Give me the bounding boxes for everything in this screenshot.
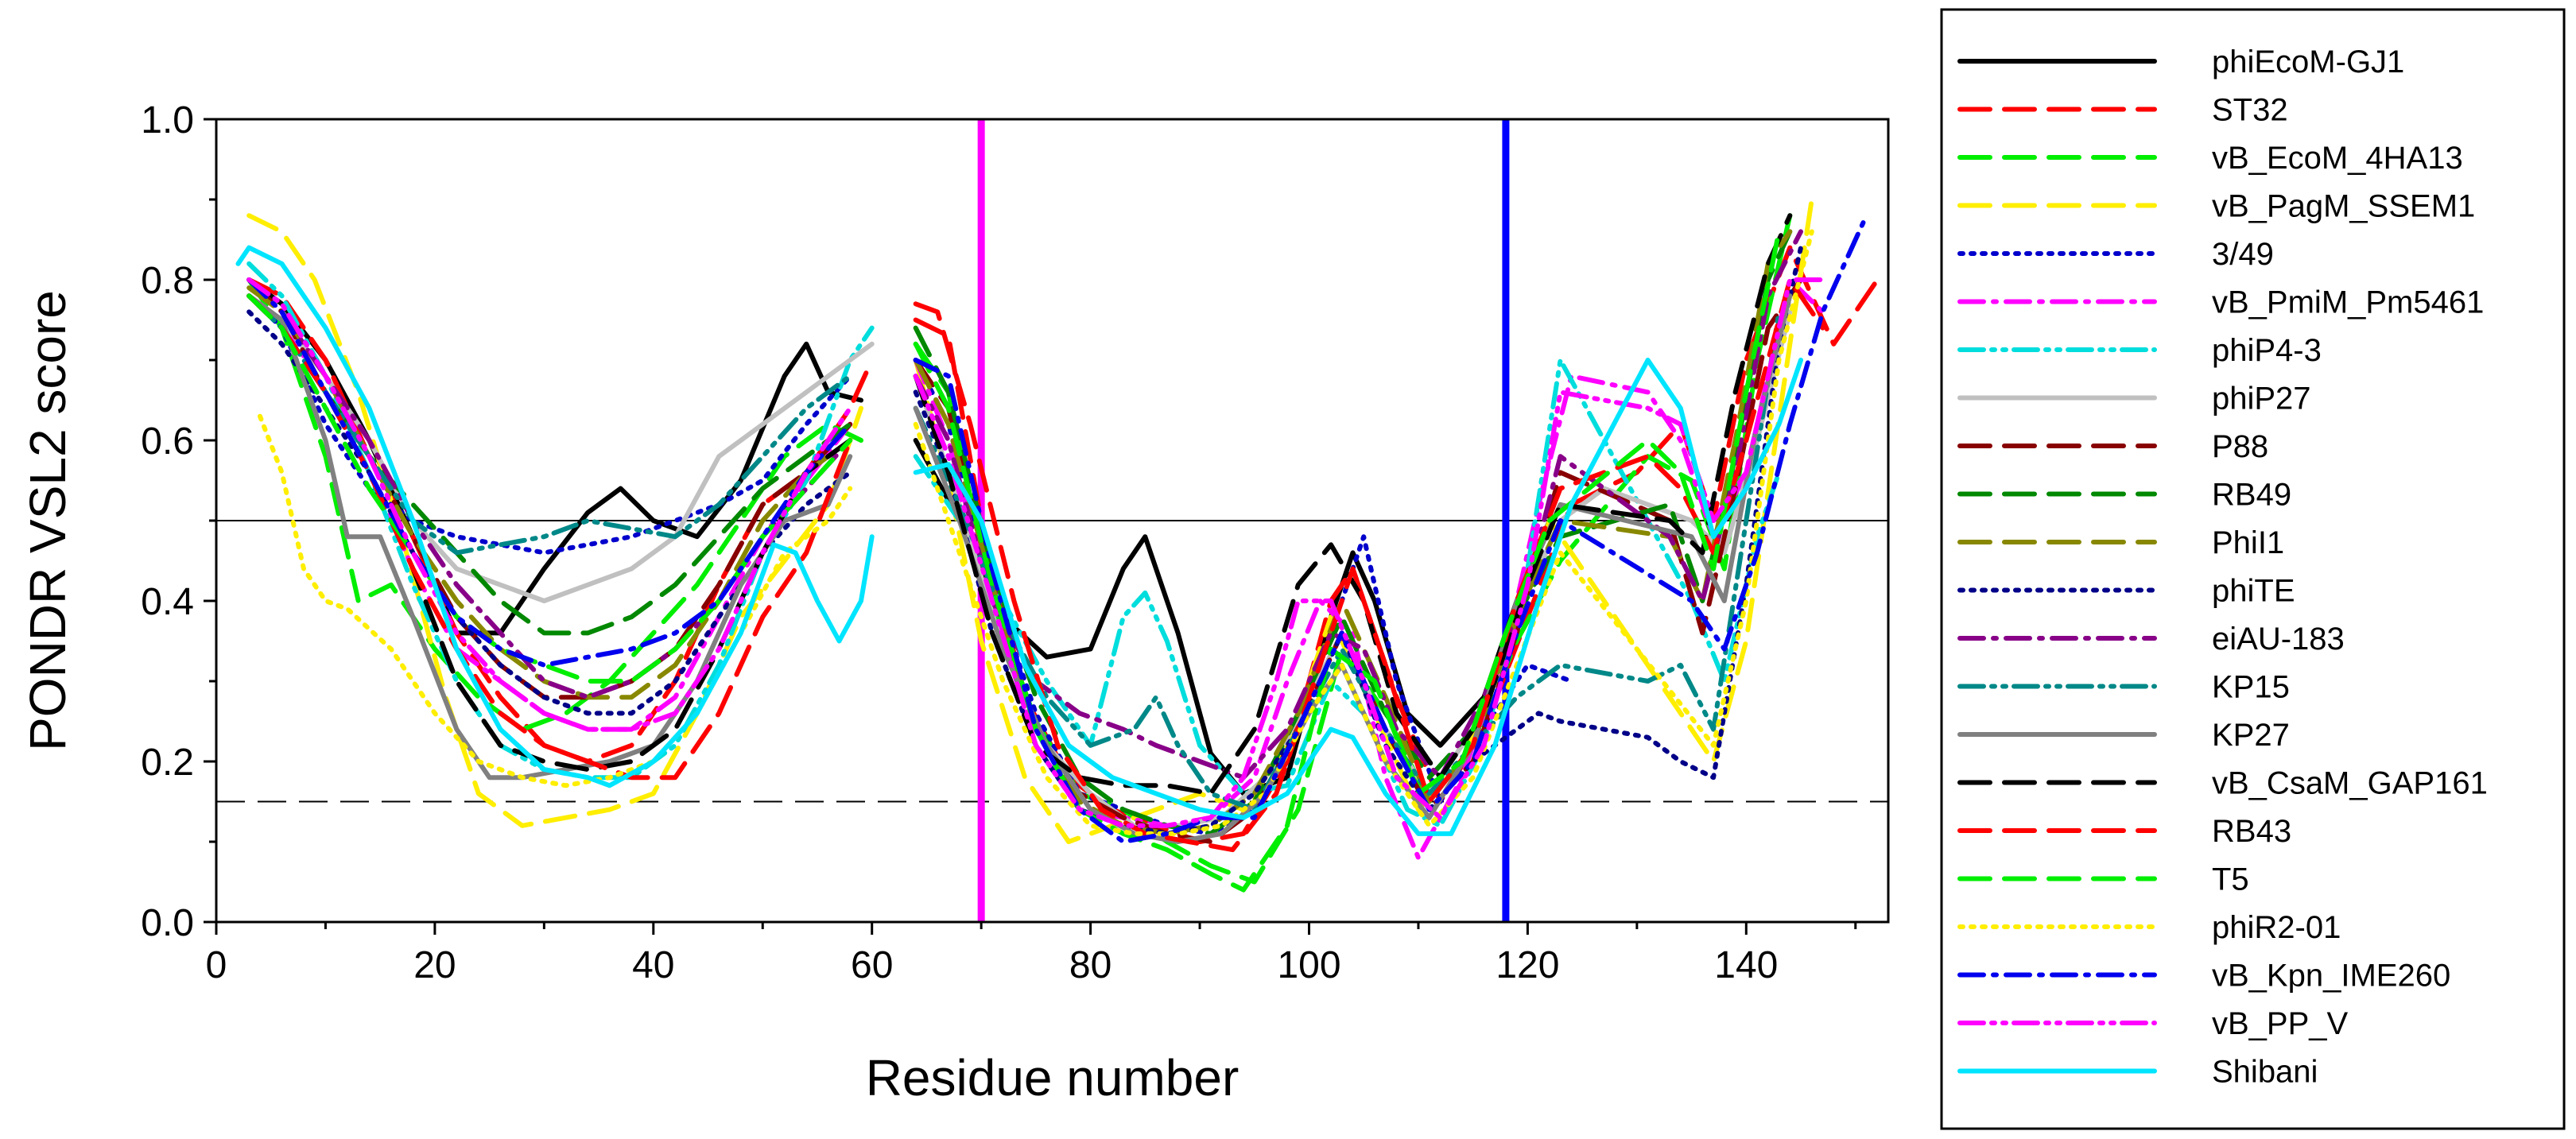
series-line-3-seg-1 [913, 197, 1814, 844]
y-tick-label: 0.0 [141, 902, 194, 944]
legend-box [1940, 8, 2566, 1130]
series-17 [246, 229, 1782, 893]
legend-label: vB_PagM_SSEM1 [2212, 189, 2475, 224]
legend-label: RB49 [2212, 478, 2291, 513]
series-layer [235, 197, 1880, 893]
legend-label: phiP27 [2212, 382, 2311, 416]
legend-item: phiTE [1957, 574, 2295, 609]
series-line-20-seg-1 [913, 277, 1825, 828]
legend-item: vB_PP_V [1957, 1006, 2349, 1041]
legend-item: phiP27 [1957, 382, 2311, 416]
x-axis-title: Residue number [866, 1049, 1240, 1106]
x-tick-label: 120 [1496, 944, 1559, 986]
series-20 [246, 277, 1825, 828]
y-axis-title: PONDR VSL2 score [19, 290, 76, 751]
legend-item: vB_CsaM_GAP161 [1957, 766, 2488, 801]
y-tick-label: 1.0 [141, 99, 194, 141]
legend-item: T5 [1957, 862, 2249, 897]
series-line-2-seg-1 [913, 213, 1793, 885]
x-tick-label: 0 [206, 944, 227, 986]
legend-label: Shibani [2212, 1055, 2318, 1090]
series-line-20-seg-0 [246, 277, 853, 732]
series-line-18-seg-1 [913, 229, 1814, 836]
legend-label: phiEcoM-GJ1 [2212, 45, 2404, 79]
legend-label: eiAU-183 [2212, 622, 2345, 657]
legend-label: vB_CsaM_GAP161 [2212, 766, 2488, 801]
x-tick-label: 140 [1714, 944, 1778, 986]
series-line-2-seg-0 [246, 277, 863, 732]
series-19 [246, 213, 1869, 844]
legend-item: 3/49 [1957, 237, 2274, 272]
legend-item: phiP4-3 [1957, 333, 2322, 368]
series-line-16-seg-0 [246, 293, 853, 781]
series-line-18-seg-0 [258, 413, 853, 788]
x-tick-label: 20 [413, 944, 456, 986]
legend-label: vB_EcoM_4HA13 [2212, 141, 2463, 176]
legend-label: phiTE [2212, 574, 2295, 609]
series-4 [246, 293, 1574, 836]
legend-label: PhiI1 [2212, 525, 2284, 560]
series-line-0-seg-0 [246, 277, 863, 636]
series-line-19-seg-1 [913, 213, 1869, 844]
legend-item: vB_PmiM_Pm5461 [1957, 285, 2484, 320]
series-line-15-seg-0 [246, 293, 853, 773]
legend-item: P88 [1957, 429, 2268, 464]
x-tick-label: 100 [1277, 944, 1340, 986]
series-3 [246, 197, 1814, 844]
legend-item: phiEcoM-GJ1 [1957, 45, 2404, 79]
series-line-11-seg-0 [246, 309, 853, 716]
legend-item: RB43 [1957, 814, 2291, 849]
y-tick-label: 0.2 [141, 742, 194, 784]
series-line-21-seg-0 [235, 245, 875, 788]
series-line-13-seg-0 [246, 293, 853, 556]
y-tick-label: 0.6 [141, 420, 194, 463]
legend-label: P88 [2212, 429, 2268, 464]
y-tick-label: 0.8 [141, 260, 194, 302]
legend-label: T5 [2212, 862, 2249, 897]
legend-item: ST32 [1957, 93, 2288, 128]
legend-label: KP15 [2212, 670, 2290, 705]
legend-item: KP27 [1957, 718, 2290, 753]
legend-label: vB_PmiM_Pm5461 [2212, 285, 2484, 320]
legend-label: phiP4-3 [2212, 333, 2322, 368]
x-tick-label: 60 [851, 944, 893, 986]
legend: phiEcoM-GJ1 ST32 vB_EcoM_4HA13 vB_PagM_SSEM… [1940, 8, 2566, 1130]
legend-item: vB_PagM_SSEM1 [1957, 189, 2475, 224]
series-line-12-seg-0 [246, 277, 853, 700]
x-tick-label: 40 [632, 944, 674, 986]
legend-item: Shibani [1957, 1055, 2318, 1090]
legend-label: 3/49 [2212, 237, 2274, 272]
legend-item: KP15 [1957, 670, 2290, 705]
series-0 [246, 277, 1552, 796]
legend-item: vB_EcoM_4HA13 [1957, 141, 2463, 176]
axes: 0 20 40 60 80 100 120 140 0.0 0.2 0.4 0.6 0.8 1.0 [141, 99, 1890, 986]
x-tick-label: 80 [1069, 944, 1111, 986]
series-line-0-seg-1 [913, 438, 1552, 796]
series-18 [258, 229, 1814, 836]
series-line-15-seg-1 [913, 213, 1793, 796]
series-line-21-seg-1 [913, 358, 1803, 836]
legend-item: phiR2-01 [1957, 910, 2341, 945]
series-21 [235, 245, 1803, 836]
series-line-19-seg-0 [246, 277, 853, 668]
y-tick-label: 0.4 [141, 581, 194, 623]
legend-item: vB_Kpn_IME260 [1957, 959, 2450, 994]
legend-item: RB49 [1957, 478, 2291, 513]
legend-label: vB_PP_V [2212, 1006, 2349, 1041]
series-line-3-seg-0 [246, 213, 863, 828]
legend-label: ST32 [2212, 93, 2288, 128]
legend-label: KP27 [2212, 718, 2290, 753]
legend-item: PhiI1 [1957, 525, 2284, 560]
series-line-17-seg-1 [913, 229, 1782, 893]
series-line-4-seg-0 [246, 293, 853, 556]
legend-label: vB_Kpn_IME260 [2212, 959, 2450, 994]
legend-label: RB43 [2212, 814, 2291, 849]
series-2 [246, 213, 1793, 885]
series-16 [246, 277, 1825, 853]
reference-lines [216, 119, 1888, 922]
legend-label: phiR2-01 [2212, 910, 2341, 945]
legend-item: eiAU-183 [1957, 622, 2345, 657]
